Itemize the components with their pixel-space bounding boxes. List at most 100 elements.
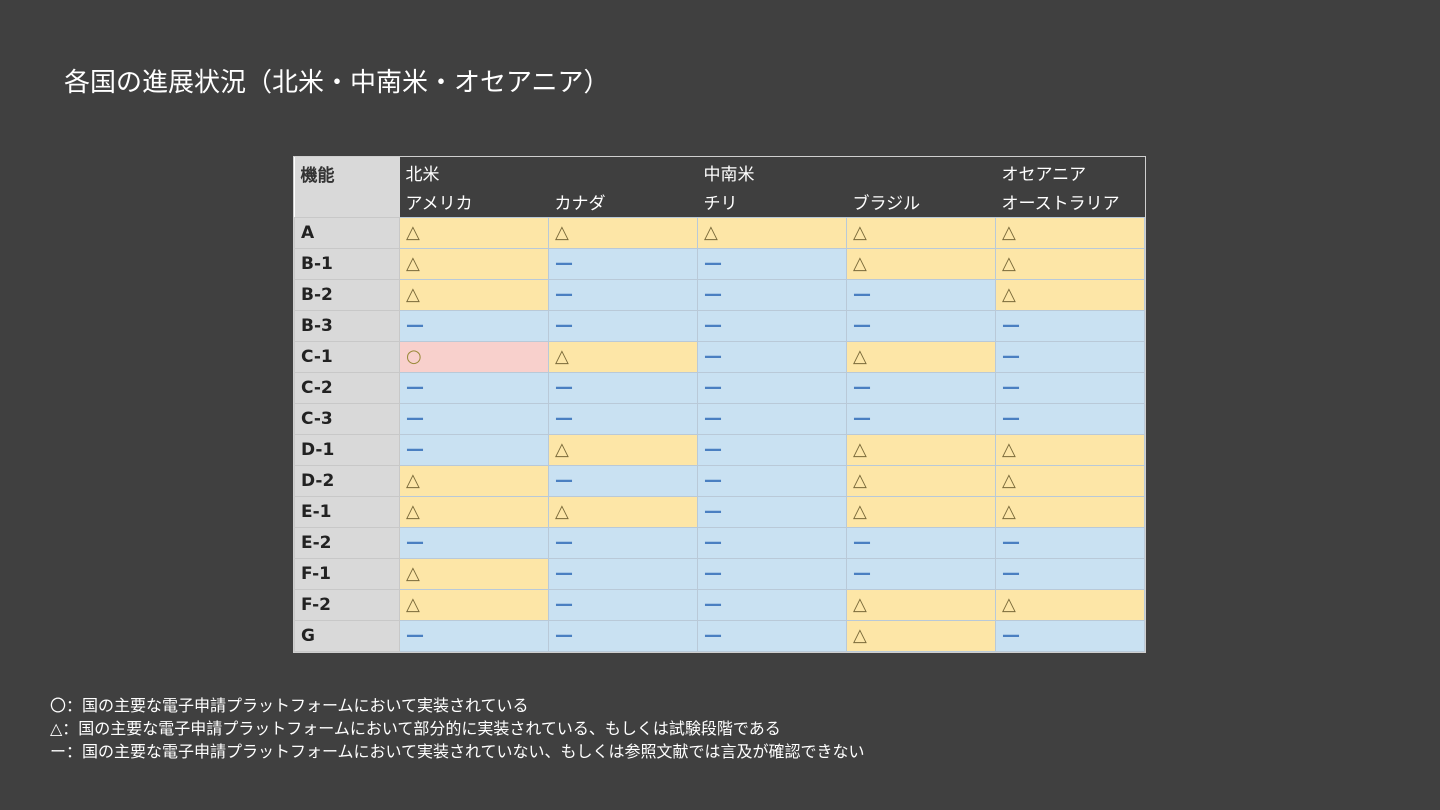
region-header: 中南米 xyxy=(697,157,996,187)
status-cell: △ xyxy=(995,588,1145,621)
table-row: F-2 △ — — △ △ xyxy=(294,588,1145,621)
status-cell: — xyxy=(697,278,847,311)
not-implemented-dash-icon: — xyxy=(1002,376,1020,398)
not-implemented-dash-icon: — xyxy=(853,314,871,336)
status-cell: △ xyxy=(846,433,996,466)
country-header: オーストラリア xyxy=(995,187,1145,217)
status-cell: △ xyxy=(995,464,1145,497)
status-cell: — xyxy=(846,526,996,559)
status-cell: △ xyxy=(846,340,996,373)
partial-triangle-icon: △ xyxy=(406,283,420,305)
status-cell: △ xyxy=(399,278,549,311)
table-row: D-1 — △ — △ △ xyxy=(294,433,1145,466)
partial-triangle-icon: △ xyxy=(853,593,867,615)
partial-triangle-icon: △ xyxy=(406,593,420,615)
status-cell: — xyxy=(548,402,698,435)
status-cell: — xyxy=(548,557,698,590)
region-header: 北米 xyxy=(399,157,698,187)
partial-triangle-icon: △ xyxy=(406,252,420,274)
partial-triangle-icon: △ xyxy=(853,624,867,646)
status-cell: — xyxy=(697,557,847,590)
country-header: チリ xyxy=(697,187,847,217)
not-implemented-dash-icon: — xyxy=(555,283,573,305)
partial-triangle-icon: △ xyxy=(406,221,420,243)
status-cell: — xyxy=(846,402,996,435)
status-cell: — xyxy=(697,247,847,280)
status-cell: — xyxy=(399,402,549,435)
status-cell: △ xyxy=(399,495,549,528)
row-label: C-3 xyxy=(294,402,400,435)
country-header: アメリカ xyxy=(399,187,549,217)
corner-header: 機能 xyxy=(294,157,400,217)
not-implemented-dash-icon: — xyxy=(704,314,722,336)
not-implemented-dash-icon: — xyxy=(853,283,871,305)
status-cell: △ xyxy=(995,247,1145,280)
status-cell: — xyxy=(846,557,996,590)
status-cell: — xyxy=(548,247,698,280)
table-row: B-3 — — — — — xyxy=(294,309,1145,342)
status-cell: — xyxy=(399,371,549,404)
status-cell: △ xyxy=(399,557,549,590)
not-implemented-dash-icon: — xyxy=(555,624,573,646)
partial-triangle-icon: △ xyxy=(406,500,420,522)
row-label: B-3 xyxy=(294,309,400,342)
progress-table: 機能 北米 中南米 オセアニア アメリカ カナダ チリ ブラジル オーストラリア… xyxy=(293,156,1146,653)
partial-triangle-icon: △ xyxy=(1002,438,1016,460)
status-cell: — xyxy=(697,309,847,342)
not-implemented-dash-icon: — xyxy=(555,562,573,584)
not-implemented-dash-icon: — xyxy=(555,531,573,553)
row-label: C-2 xyxy=(294,371,400,404)
not-implemented-dash-icon: — xyxy=(555,252,573,274)
not-implemented-dash-icon: — xyxy=(555,407,573,429)
row-label: C-1 xyxy=(294,340,400,373)
country-header: カナダ xyxy=(548,187,698,217)
table-row: B-1 △ — — △ △ xyxy=(294,247,1145,280)
country-header: ブラジル xyxy=(846,187,996,217)
not-implemented-dash-icon: — xyxy=(704,283,722,305)
status-cell: △ xyxy=(995,433,1145,466)
not-implemented-dash-icon: — xyxy=(1002,562,1020,584)
status-cell: — xyxy=(697,619,847,653)
partial-triangle-icon: △ xyxy=(1002,252,1016,274)
status-cell: △ xyxy=(548,495,698,528)
row-label: E-1 xyxy=(294,495,400,528)
status-cell: — xyxy=(995,526,1145,559)
row-label: B-1 xyxy=(294,247,400,280)
table-row: E-2 — — — — — xyxy=(294,526,1145,559)
status-cell: △ xyxy=(399,588,549,621)
table-row: B-2 △ — — — △ xyxy=(294,278,1145,311)
table-row: C-1 ○ △ — △ — xyxy=(294,340,1145,373)
status-cell: — xyxy=(995,340,1145,373)
implemented-circle-icon: ○ xyxy=(406,345,422,367)
status-cell: — xyxy=(697,464,847,497)
status-cell: △ xyxy=(846,216,996,249)
not-implemented-dash-icon: — xyxy=(1002,345,1020,367)
table-row: D-2 △ — — △ △ xyxy=(294,464,1145,497)
legend-partial: △：国の主要な電子申請プラットフォームにおいて部分的に実装されている、もしくは試… xyxy=(50,719,781,738)
row-label: G xyxy=(294,619,400,653)
status-cell: △ xyxy=(995,495,1145,528)
legend-implemented: 〇：国の主要な電子申請プラットフォームにおいて実装されている xyxy=(50,696,529,715)
not-implemented-dash-icon: — xyxy=(704,252,722,274)
status-cell: — xyxy=(846,278,996,311)
partial-triangle-icon: △ xyxy=(853,221,867,243)
status-cell: △ xyxy=(548,216,698,249)
table-row: G — — — △ — xyxy=(294,619,1145,653)
not-implemented-dash-icon: — xyxy=(1002,531,1020,553)
status-cell: — xyxy=(548,278,698,311)
table-row: C-2 — — — — — xyxy=(294,371,1145,404)
not-implemented-dash-icon: — xyxy=(406,376,424,398)
partial-triangle-icon: △ xyxy=(555,500,569,522)
partial-triangle-icon: △ xyxy=(1002,593,1016,615)
not-implemented-dash-icon: — xyxy=(1002,407,1020,429)
status-cell: △ xyxy=(846,619,996,653)
table-row: F-1 △ — — — — xyxy=(294,557,1145,590)
status-cell: — xyxy=(399,619,549,653)
status-cell: — xyxy=(995,619,1145,653)
status-cell: △ xyxy=(846,495,996,528)
row-label: A xyxy=(294,216,400,249)
status-cell: — xyxy=(846,309,996,342)
status-cell: ○ xyxy=(399,340,549,373)
not-implemented-dash-icon: — xyxy=(704,469,722,491)
partial-triangle-icon: △ xyxy=(406,469,420,491)
